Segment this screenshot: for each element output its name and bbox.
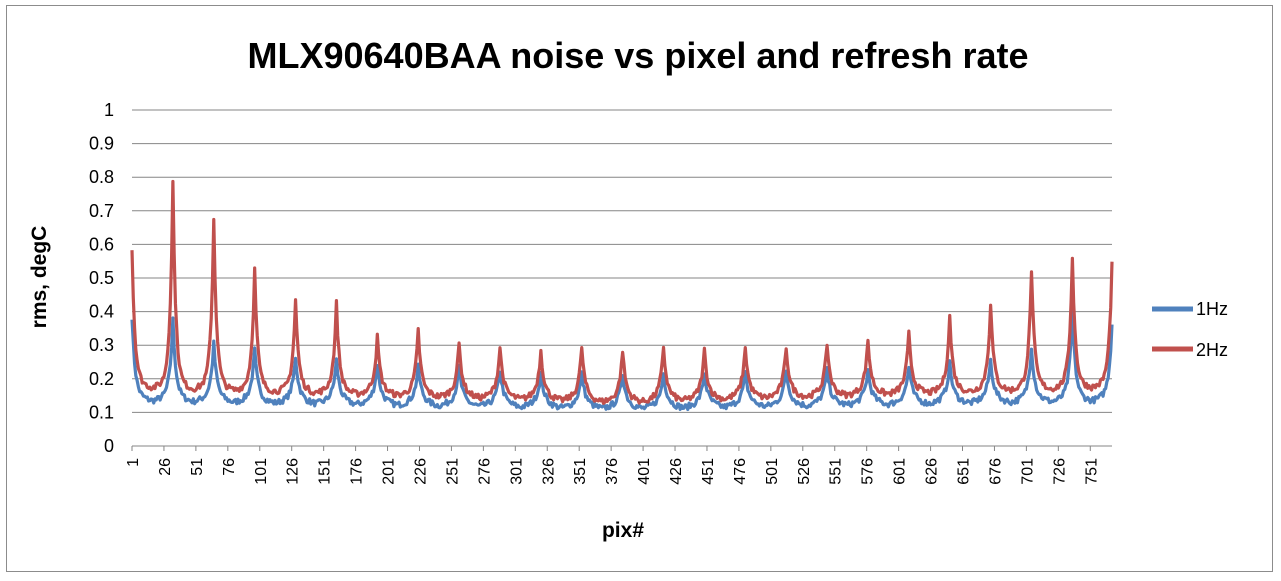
x-tick-label-22: 551 — [828, 458, 845, 485]
legend-2hz-label: 2Hz — [1196, 340, 1228, 360]
legend-1hz-label: 1Hz — [1196, 299, 1228, 319]
chart-title: MLX90640BAA noise vs pixel and refresh r… — [248, 35, 1029, 76]
y-tick-label-0: 0 — [104, 436, 114, 456]
y-tick-label-2: 0.2 — [89, 369, 114, 389]
y-tick-label-5: 0.5 — [89, 268, 114, 288]
x-tick-label-26: 651 — [956, 458, 973, 485]
x-tick-label-13: 326 — [540, 458, 557, 485]
x-tick-label-6: 151 — [317, 458, 334, 485]
series-lines — [130, 179, 1114, 412]
x-tick-label-28: 701 — [1019, 458, 1036, 485]
x-tick-label-25: 626 — [924, 458, 941, 485]
x-tick-label-17: 426 — [668, 458, 685, 485]
y-tick-label-10: 1 — [104, 100, 114, 120]
x-tick-label-14: 351 — [572, 458, 589, 485]
x-tick-label-16: 401 — [636, 458, 653, 485]
legend: 1Hz 2Hz — [1152, 299, 1228, 360]
x-tick-label-0: 1 — [125, 458, 142, 467]
y-tick-label-8: 0.8 — [89, 167, 114, 187]
y-tick-label-4: 0.4 — [89, 302, 114, 322]
x-tick-label-3: 76 — [221, 458, 238, 476]
x-tick-label-10: 251 — [444, 458, 461, 485]
x-tick-label-9: 226 — [412, 458, 429, 485]
y-axis-label: rms, degC — [28, 226, 51, 329]
series-line-2Hz — [130, 179, 1114, 405]
y-tick-labels: 0 0.1 0.2 0.3 0.4 0.5 0.6 0.7 0.8 0.9 1 — [89, 100, 114, 456]
x-tick-label-5: 126 — [285, 458, 302, 485]
grid-lines — [132, 109, 1112, 413]
x-tick-label-27: 676 — [987, 458, 1004, 485]
x-tick-label-21: 526 — [796, 458, 813, 485]
x-tick-label-2: 51 — [189, 458, 206, 476]
x-tick-labels: 1 26 51 76 101 126 151 176 201 226 251 276 301 326 351… — [125, 446, 1100, 485]
y-tick-label-6: 0.6 — [89, 234, 114, 254]
y-tick-label-9: 0.9 — [89, 134, 114, 154]
y-tick-label-7: 0.7 — [89, 201, 114, 221]
x-tick-label-11: 276 — [476, 458, 493, 485]
x-tick-label-15: 376 — [604, 458, 621, 485]
x-tick-label-23: 576 — [860, 458, 877, 485]
x-tick-label-20: 501 — [764, 458, 781, 485]
x-tick-label-19: 476 — [732, 458, 749, 485]
x-tick-label-29: 726 — [1051, 458, 1068, 485]
y-tick-label-3: 0.3 — [89, 335, 114, 355]
x-tick-label-4: 101 — [253, 458, 270, 485]
chart-frame — [6, 5, 1273, 572]
series-line-1Hz — [130, 307, 1114, 412]
x-tick-label-18: 451 — [700, 458, 717, 485]
x-tick-label-1: 26 — [157, 458, 174, 476]
y-tick-label-1: 0.1 — [89, 402, 114, 422]
x-tick-label-8: 201 — [381, 458, 398, 485]
x-tick-label-30: 751 — [1083, 458, 1100, 485]
x-tick-label-7: 176 — [349, 458, 366, 485]
x-axis-label: pix# — [602, 519, 644, 542]
x-tick-label-12: 301 — [508, 458, 525, 485]
x-tick-label-24: 601 — [892, 458, 909, 485]
